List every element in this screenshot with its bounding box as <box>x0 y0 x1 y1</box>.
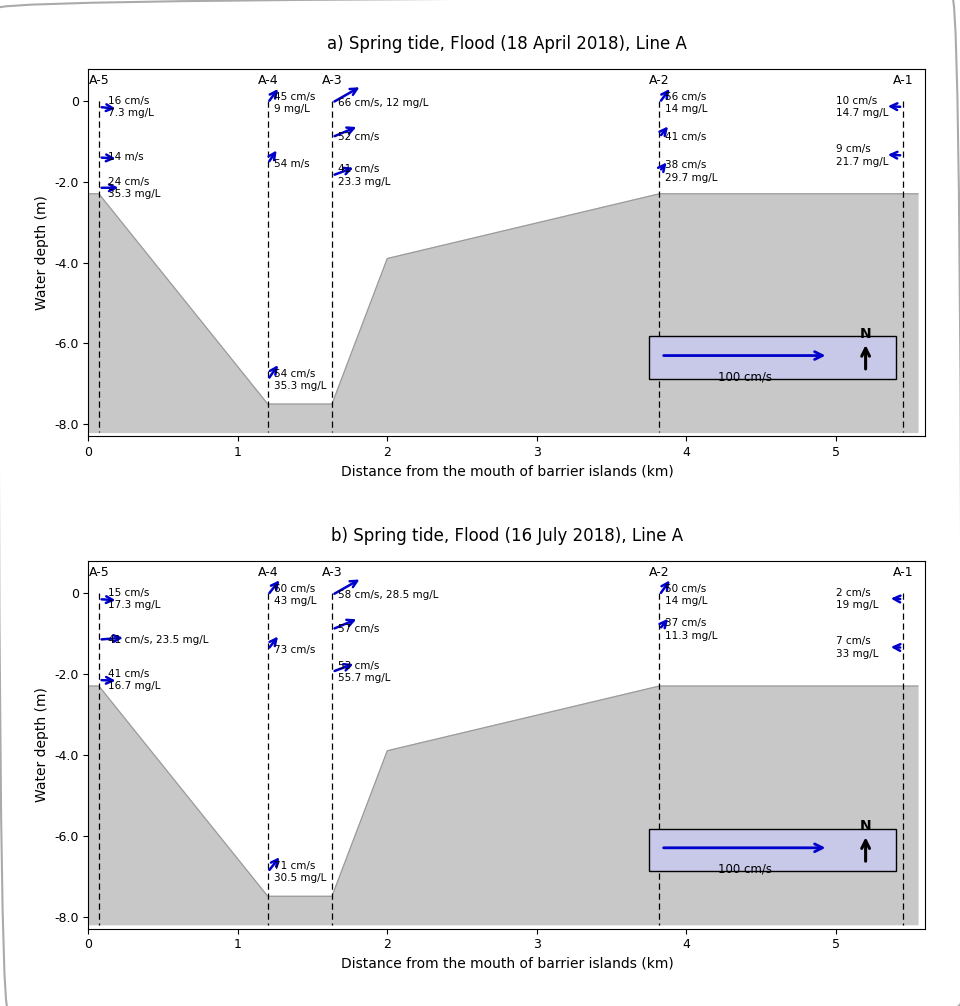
Text: 58 cm/s, 28.5 mg/L: 58 cm/s, 28.5 mg/L <box>338 591 439 601</box>
Text: 54 m/s: 54 m/s <box>274 159 309 169</box>
Text: 71 cm/s
30.5 mg/L: 71 cm/s 30.5 mg/L <box>274 861 326 883</box>
Y-axis label: Water depth (m): Water depth (m) <box>35 195 49 310</box>
Text: 54 cm/s
35.3 mg/L: 54 cm/s 35.3 mg/L <box>274 368 326 391</box>
Text: A-5: A-5 <box>88 566 109 578</box>
Text: 45 cm/s
9 mg/L: 45 cm/s 9 mg/L <box>274 92 315 114</box>
Text: 2 cm/s
19 mg/L: 2 cm/s 19 mg/L <box>836 588 878 611</box>
Text: 73 cm/s: 73 cm/s <box>274 645 315 655</box>
Text: 50 cm/s
14 mg/L: 50 cm/s 14 mg/L <box>665 583 708 607</box>
Text: 37 cm/s
11.3 mg/L: 37 cm/s 11.3 mg/L <box>665 619 718 641</box>
Text: A-1: A-1 <box>893 566 913 578</box>
Text: 7 cm/s
33 mg/L: 7 cm/s 33 mg/L <box>836 637 878 659</box>
Text: 14 m/s: 14 m/s <box>108 153 143 162</box>
Text: 9 cm/s
21.7 mg/L: 9 cm/s 21.7 mg/L <box>836 144 888 167</box>
Text: 38 cm/s
29.7 mg/L: 38 cm/s 29.7 mg/L <box>665 160 718 183</box>
Text: A-2: A-2 <box>649 73 670 87</box>
Polygon shape <box>88 686 918 925</box>
Text: A-4: A-4 <box>257 566 278 578</box>
Text: 10 cm/s
14.7 mg/L: 10 cm/s 14.7 mg/L <box>836 96 888 118</box>
Y-axis label: Water depth (m): Water depth (m) <box>35 687 49 802</box>
Text: 41 cm/s
23.3 mg/L: 41 cm/s 23.3 mg/L <box>338 164 391 187</box>
X-axis label: Distance from the mouth of barrier islands (km): Distance from the mouth of barrier islan… <box>341 465 673 479</box>
Text: 57 cm/s: 57 cm/s <box>338 625 379 635</box>
Text: A-1: A-1 <box>893 73 913 87</box>
Title: b) Spring tide, Flood (16 July 2018), Line A: b) Spring tide, Flood (16 July 2018), Li… <box>331 527 683 545</box>
Text: N: N <box>860 819 872 833</box>
Text: N: N <box>860 327 872 341</box>
Polygon shape <box>88 194 918 433</box>
Text: 60 cm/s
43 mg/L: 60 cm/s 43 mg/L <box>274 583 316 607</box>
X-axis label: Distance from the mouth of barrier islands (km): Distance from the mouth of barrier islan… <box>341 957 673 971</box>
Text: 41 cm/s
16.7 mg/L: 41 cm/s 16.7 mg/L <box>108 669 160 691</box>
Text: 66 cm/s, 12 mg/L: 66 cm/s, 12 mg/L <box>338 98 428 108</box>
Text: A-3: A-3 <box>322 566 343 578</box>
Text: 16 cm/s
7.3 mg/L: 16 cm/s 7.3 mg/L <box>108 96 154 118</box>
Text: A-5: A-5 <box>88 73 109 87</box>
Text: 24 cm/s
35.3 mg/L: 24 cm/s 35.3 mg/L <box>108 177 160 199</box>
Bar <box>649 336 896 379</box>
Text: A-3: A-3 <box>322 73 343 87</box>
Text: A-2: A-2 <box>649 566 670 578</box>
Text: 15 cm/s
17.3 mg/L: 15 cm/s 17.3 mg/L <box>108 588 160 611</box>
Bar <box>649 829 896 871</box>
Text: 53 cm/s
55.7 mg/L: 53 cm/s 55.7 mg/L <box>338 661 391 683</box>
Text: 41 cm/s, 23.5 mg/L: 41 cm/s, 23.5 mg/L <box>108 635 208 645</box>
Text: 52 cm/s: 52 cm/s <box>338 132 379 142</box>
Title: a) Spring tide, Flood (18 April 2018), Line A: a) Spring tide, Flood (18 April 2018), L… <box>327 35 686 53</box>
Text: 56 cm/s
14 mg/L: 56 cm/s 14 mg/L <box>665 92 708 114</box>
Text: A-4: A-4 <box>257 73 278 87</box>
Text: 41 cm/s: 41 cm/s <box>665 132 707 142</box>
Text: 100 cm/s: 100 cm/s <box>717 863 772 876</box>
Text: 100 cm/s: 100 cm/s <box>717 370 772 383</box>
